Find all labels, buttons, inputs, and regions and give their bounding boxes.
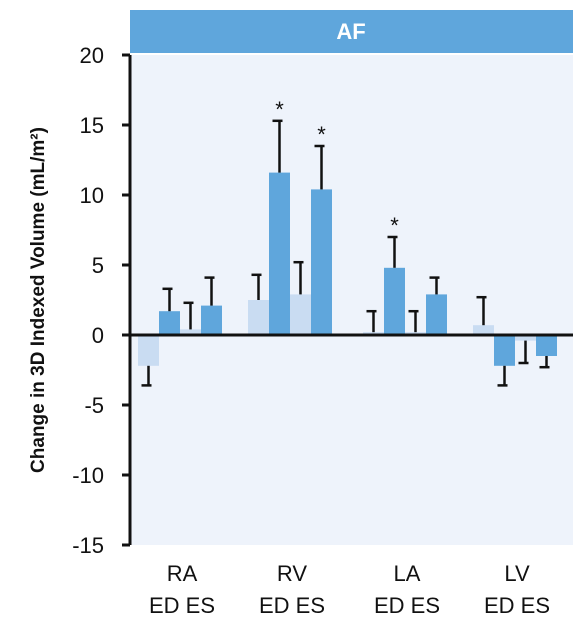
bar-lv-es-dark [536,335,557,356]
bar-la-ed-dark [384,267,405,335]
bars-layer: * * * [138,97,557,387]
bar-lv-es-light [515,335,536,341]
bar-la-es-dark [426,294,447,335]
bar-rv-ed-dark [269,172,290,335]
y-tick-label: 0 [92,323,104,348]
y-tick-label: 5 [92,253,104,278]
group-label: LA [394,561,421,586]
significance-marker: * [317,122,326,147]
plot-background [130,55,573,545]
y-tick-label: 15 [80,113,104,138]
y-tick-label: -10 [72,463,104,488]
chart-title: AF [336,19,365,44]
title-banner [130,10,573,53]
subcategory-label: ED ES [149,593,215,618]
significance-marker: * [275,97,284,122]
group-label: RV [277,561,307,586]
significance-marker: * [390,213,399,238]
bar-ra-es-dark [201,305,222,335]
y-tick-label: 20 [80,43,104,68]
y-tick-label: -15 [72,533,104,558]
group-label: RA [167,561,198,586]
category-labels: RA ED ES RV ED ES LA ED ES LV ED ES [149,561,550,618]
bar-ra-ed-light [138,335,159,366]
bar-lv-ed-light [473,325,494,335]
y-axis-title: Change in 3D Indexed Volume (mL/m²) [28,127,49,473]
bar-rv-es-dark [311,189,332,335]
bar-ra-ed-dark [159,311,180,335]
y-tick-label: 10 [80,183,104,208]
subcategory-label: ED ES [374,593,440,618]
y-tick-label: -5 [84,393,104,418]
subcategory-label: ED ES [484,593,550,618]
bar-rv-ed-light [248,300,269,335]
y-axis-ticks: 20 15 10 5 0 -5 -10 -15 [72,43,130,558]
bar-lv-ed-dark [494,335,515,366]
subcategory-label: ED ES [259,593,325,618]
group-label: LV [504,561,530,586]
bar-ra-es-light [180,329,201,335]
bar-rv-es-light [290,294,311,335]
